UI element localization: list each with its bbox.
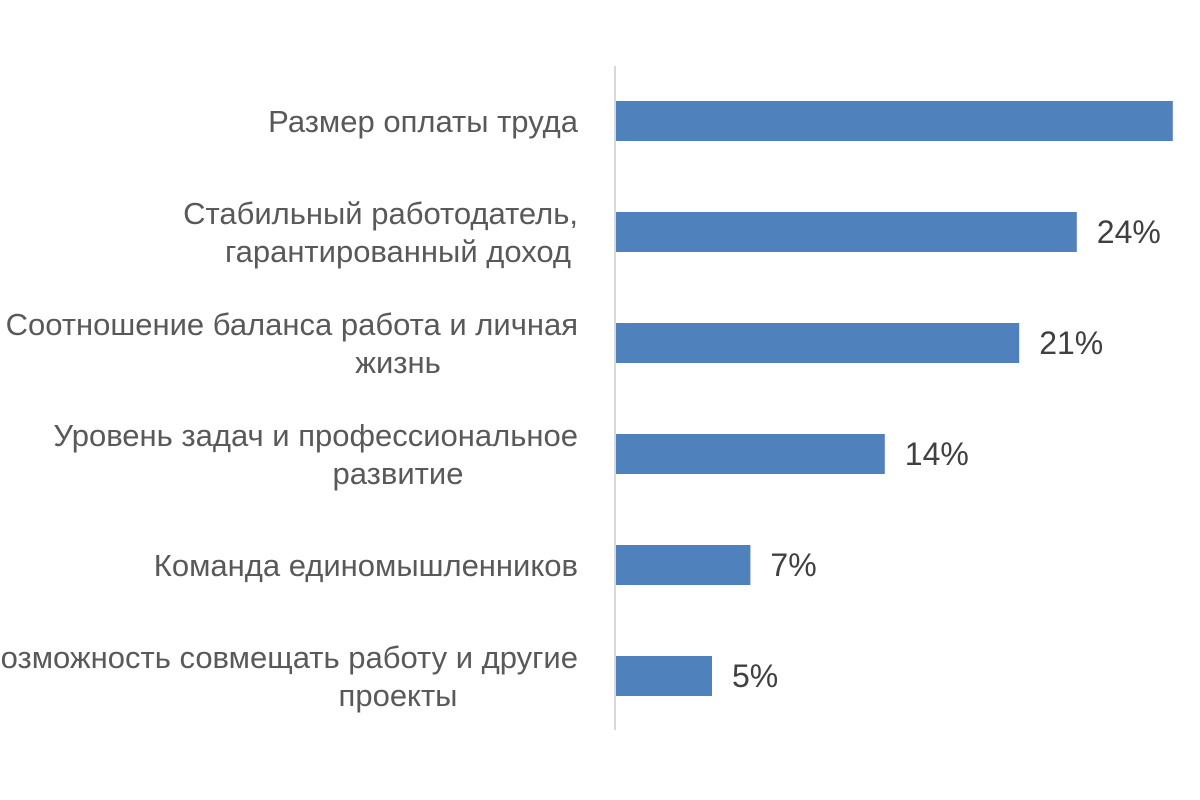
value-label-3: 21%	[1039, 325, 1103, 361]
bars-group	[616, 101, 1173, 696]
bar-1	[616, 101, 1173, 141]
category-label-3: Соотношение баланса работа и личная жизнь	[6, 307, 578, 380]
value-label-2: 24%	[1097, 214, 1161, 250]
category-label-6: Возможность совмещать работу и другие про…	[0, 640, 578, 713]
value-label-5: 7%	[770, 547, 816, 583]
category-label-line: развитие	[333, 456, 464, 491]
category-label-line: Стабильный работодатель,	[183, 196, 578, 231]
category-label-2: Стабильный работодатель, гарантированный …	[183, 196, 578, 269]
category-label-1: Размер оплаты труда	[268, 104, 579, 139]
category-label-line: Уровень задач и профессиональное	[53, 418, 578, 453]
bar-6	[616, 656, 712, 696]
category-label-line: жизнь	[355, 345, 441, 380]
category-label-line: Команда единомышленников	[154, 548, 578, 583]
value-labels-group: 24% 21% 14% 7% 5%	[732, 214, 1161, 694]
bar-5	[616, 545, 751, 585]
value-label-4: 14%	[905, 436, 969, 472]
value-label-6: 5%	[732, 658, 778, 694]
category-label-line: Возможность совмещать работу и другие	[0, 640, 578, 675]
category-label-5: Команда единомышленников	[154, 548, 578, 583]
category-labels-group: Размер оплаты труда Стабильный работодате…	[0, 104, 579, 713]
category-label-4: Уровень задач и профессиональное развитие	[53, 418, 578, 491]
category-label-line: проекты	[339, 678, 458, 713]
bar-3	[616, 323, 1020, 363]
bar-2	[616, 212, 1077, 252]
category-label-line: Соотношение баланса работа и личная	[6, 307, 578, 342]
category-label-line: гарантированный доход	[225, 234, 571, 269]
category-label-line: Размер оплаты труда	[268, 104, 579, 139]
bar-4	[616, 434, 885, 474]
